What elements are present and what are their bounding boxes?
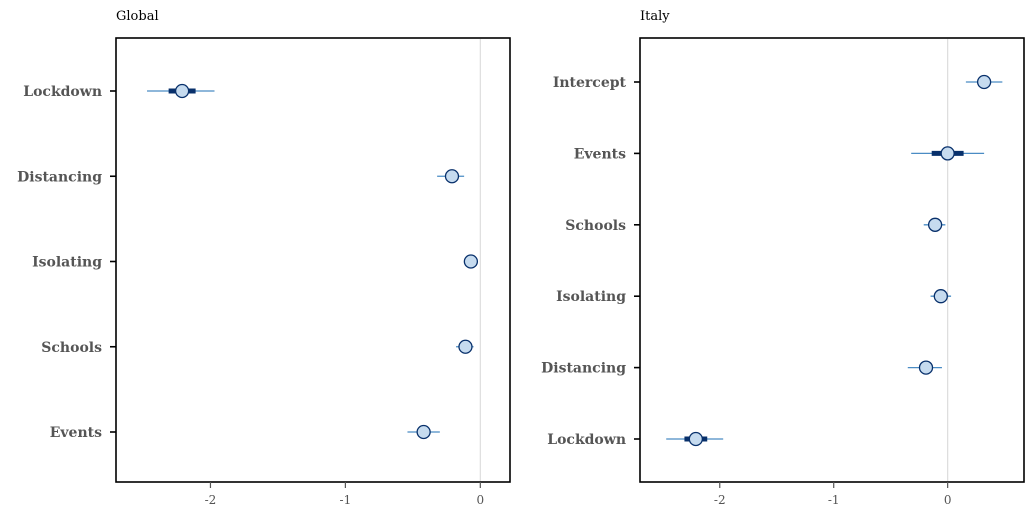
italy-estimate-schools: [923, 217, 946, 232]
italy-y-label-intercept: Intercept: [553, 75, 627, 91]
global-panel-title: Global: [116, 9, 159, 24]
global-estimate-lockdown: [147, 83, 215, 99]
italy-estimate-events: [911, 146, 985, 161]
global-point-estimate-events: [416, 424, 431, 440]
italy-panel-title: Italy: [640, 9, 670, 24]
global-estimate-distancing: [437, 169, 465, 184]
global-y-label-lockdown: Lockdown: [23, 84, 102, 100]
global-x-tick-label-1: -1: [340, 493, 352, 507]
global-estimates: [147, 83, 479, 440]
italy-y-label-distancing: Distancing: [541, 361, 626, 377]
italy-x-tick-label-2: 0: [944, 493, 952, 507]
global-y-label-isolating: Isolating: [32, 255, 102, 271]
italy-point-estimate-events: [940, 146, 955, 161]
italy-estimate-isolating: [930, 289, 952, 304]
italy-estimate-distancing: [907, 360, 942, 375]
italy-y-label-lockdown: Lockdown: [547, 432, 626, 448]
global-x-tick-label-2: 0: [476, 493, 484, 507]
italy-point-estimate-schools: [927, 217, 943, 232]
global-y-label-schools: Schools: [41, 340, 102, 356]
italy-point-estimate-distancing: [918, 360, 934, 375]
italy-estimate-lockdown: [666, 431, 724, 447]
italy-plot-frame: [639, 37, 1025, 483]
italy-estimates: [666, 74, 1003, 447]
italy-point-estimate-isolating: [933, 289, 948, 304]
italy-x-tick-label-0: -2: [714, 493, 726, 507]
italy-x-axis-ticks: -2 -1 0: [714, 482, 952, 507]
italy-estimate-intercept: [965, 74, 1003, 90]
global-y-axis-labels: Lockdown Distancing Isolating Schools Events: [17, 84, 116, 441]
global-x-axis-ticks: -2 -1 0: [205, 482, 484, 507]
global-y-label-events: Events: [50, 425, 102, 441]
global-plot-frame: [115, 37, 511, 483]
italy-y-axis-labels: Intercept Events Schools Isolating Distancin…: [541, 75, 640, 448]
global-panel: Global Lockdown Distancing Isolating School…: [17, 9, 511, 507]
global-estimate-schools: [456, 339, 474, 354]
italy-point-estimate-intercept: [976, 74, 992, 90]
italy-point-estimate-lockdown: [688, 431, 703, 447]
global-point-estimate-schools: [458, 339, 473, 354]
italy-y-label-schools: Schools: [565, 218, 626, 234]
italy-panel: Italy Intercept Events Schools Isolating Dis…: [541, 9, 1025, 507]
global-x-tick-label-0: -2: [205, 493, 217, 507]
global-estimate-isolating: [463, 254, 479, 269]
global-estimate-events: [407, 424, 440, 440]
global-point-estimate-distancing: [444, 169, 460, 184]
italy-y-label-isolating: Isolating: [556, 289, 626, 305]
global-point-estimate-lockdown: [174, 83, 190, 99]
italy-y-label-events: Events: [574, 146, 626, 162]
italy-x-tick-label-1: -1: [828, 493, 840, 507]
global-point-estimate-isolating: [463, 254, 479, 269]
global-y-label-distancing: Distancing: [17, 169, 102, 185]
